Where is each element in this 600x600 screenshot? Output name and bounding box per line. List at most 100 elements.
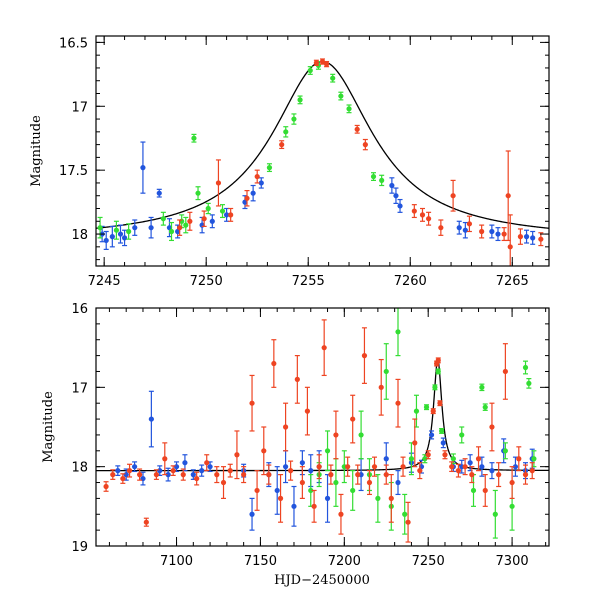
bottom-point-blue xyxy=(428,430,435,440)
top-point-green xyxy=(338,91,344,101)
x-tick-label: 7245 xyxy=(88,274,121,289)
data-marker xyxy=(120,475,126,482)
bottom-point-red xyxy=(277,474,284,523)
data-marker xyxy=(489,468,495,474)
data-marker xyxy=(405,519,411,525)
bottom-point-green xyxy=(526,378,532,389)
top-point-red xyxy=(426,211,432,226)
data-marker xyxy=(183,222,189,228)
data-marker xyxy=(291,116,297,122)
top-point-green xyxy=(219,204,226,219)
bottom-model-curve xyxy=(96,358,549,472)
bottom-point-red xyxy=(103,481,109,492)
x-tick-label: 7200 xyxy=(328,554,361,569)
bottom-point-green xyxy=(432,384,438,391)
bottom-point-red xyxy=(455,463,461,478)
data-marker xyxy=(530,235,536,241)
data-marker xyxy=(121,235,128,241)
bottom-point-red xyxy=(266,464,272,485)
bottom-tick-labels: 7100 7150 7200 7250 7300 16 17 18 19 xyxy=(71,302,528,569)
data-marker xyxy=(450,193,456,199)
bottom-point-green xyxy=(358,410,364,460)
bottom-point-red xyxy=(304,386,310,436)
data-marker xyxy=(288,468,294,474)
data-marker xyxy=(432,384,438,390)
top-point-blue xyxy=(397,198,403,213)
top-point-blue xyxy=(103,230,109,250)
data-marker xyxy=(470,487,477,494)
data-marker xyxy=(516,456,522,462)
top-point-green xyxy=(291,113,297,125)
bottom-point-blue xyxy=(165,467,171,482)
data-marker xyxy=(228,212,234,218)
bottom-point-red xyxy=(321,319,327,377)
data-marker xyxy=(195,190,201,196)
top-point-red xyxy=(254,169,260,184)
bottom-point-blue xyxy=(324,474,331,523)
top-point-blue xyxy=(456,220,462,235)
top-point-green xyxy=(370,172,377,181)
data-marker xyxy=(249,511,255,517)
data-marker xyxy=(469,472,475,478)
data-marker xyxy=(132,225,138,231)
top-point-red xyxy=(507,214,513,266)
data-marker xyxy=(395,329,401,335)
top-point-green xyxy=(307,66,313,75)
data-marker xyxy=(220,479,227,486)
bottom-point-blue xyxy=(249,497,255,531)
top-point-blue xyxy=(132,219,138,236)
top-point-green xyxy=(168,221,175,242)
bottom-point-red xyxy=(388,474,394,523)
data-marker xyxy=(194,475,200,482)
data-marker xyxy=(148,416,154,422)
bottom-point-red xyxy=(194,471,200,486)
data-marker xyxy=(160,216,166,222)
bottom-plot-frame xyxy=(95,307,550,547)
data-marker xyxy=(529,468,535,474)
x-tick-label: 7100 xyxy=(160,554,193,569)
data-marker xyxy=(156,190,162,196)
top-point-red xyxy=(354,124,360,134)
bottom-point-red xyxy=(502,343,508,400)
data-marker xyxy=(131,464,138,470)
data-marker xyxy=(199,468,205,474)
top-point-red xyxy=(479,224,485,239)
top-series-green xyxy=(97,60,385,242)
data-marker xyxy=(338,511,344,517)
bottom-point-red xyxy=(516,446,522,472)
data-marker xyxy=(97,225,103,231)
top-point-green xyxy=(126,223,132,240)
bottom-point-green xyxy=(395,308,401,357)
x-tick-label: 7250 xyxy=(412,554,445,569)
data-marker xyxy=(311,503,317,509)
bottom-point-red xyxy=(345,456,351,477)
top-point-red xyxy=(228,207,234,222)
data-marker xyxy=(456,225,462,231)
bottom-point-red xyxy=(378,358,384,416)
bottom-point-red xyxy=(435,357,441,364)
top-point-green xyxy=(195,186,201,201)
bottom-point-red xyxy=(241,466,247,484)
data-marker xyxy=(241,472,247,478)
top-point-red xyxy=(215,159,222,207)
data-marker xyxy=(299,479,305,486)
bottom-point-green xyxy=(333,458,339,507)
data-marker xyxy=(201,216,207,222)
data-marker xyxy=(413,408,420,414)
data-marker xyxy=(308,487,314,494)
bottom-point-red xyxy=(462,458,468,476)
data-marker xyxy=(466,221,473,227)
bottom-point-red xyxy=(220,466,227,499)
data-marker xyxy=(282,424,289,430)
top-point-green xyxy=(191,133,197,143)
data-marker xyxy=(215,180,222,186)
bottom-point-blue xyxy=(274,466,280,515)
data-marker xyxy=(258,180,264,186)
bottom-point-red xyxy=(482,474,488,507)
bottom-point-red xyxy=(234,430,240,480)
data-marker xyxy=(389,182,395,189)
data-marker xyxy=(350,487,356,494)
data-marker xyxy=(223,212,230,218)
x-tick-label: 7260 xyxy=(394,274,427,289)
y-tick-label: 17 xyxy=(71,100,88,115)
